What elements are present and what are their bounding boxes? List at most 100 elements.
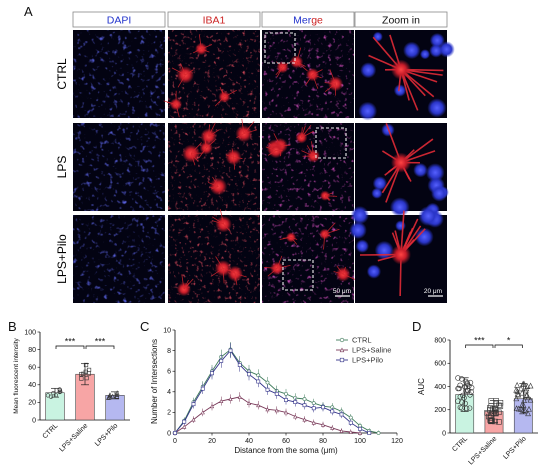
x-tick-label: 60	[282, 438, 290, 445]
microglia-process	[290, 236, 298, 240]
series-point	[173, 431, 177, 435]
series-point	[284, 398, 288, 402]
microglia-process	[301, 130, 314, 138]
y-tick-label: 2	[167, 410, 171, 417]
y-axis-title: Number of Intersections	[150, 339, 159, 424]
nucleus	[418, 206, 439, 226]
microglia-process	[336, 265, 344, 275]
series-point	[302, 403, 307, 408]
panel-letter-d: D	[412, 319, 421, 334]
nucleus	[393, 84, 407, 97]
nucleus	[431, 185, 448, 202]
column-header-box	[354, 11, 448, 28]
series-point	[348, 415, 353, 420]
nucleus	[429, 32, 445, 48]
y-tick-label: 80	[28, 347, 36, 354]
series-point	[191, 402, 196, 407]
data-point	[461, 395, 467, 401]
series-point	[293, 414, 298, 419]
data-point	[496, 419, 502, 425]
microglia-process	[193, 48, 202, 54]
data-point	[489, 418, 495, 424]
x-tick-label: 20	[208, 438, 216, 445]
series-point	[191, 417, 196, 422]
series-point	[367, 431, 372, 435]
y-tick-label: 8	[167, 348, 171, 355]
data-point	[525, 410, 531, 417]
microglia-process	[211, 267, 224, 277]
x-tick-label: 0	[173, 438, 177, 445]
row-label-0: CTRL	[55, 58, 69, 90]
data-point	[488, 403, 494, 409]
data-point	[459, 399, 465, 405]
series-point	[209, 403, 215, 409]
column-header-0: DAPI	[107, 15, 132, 27]
x-axis-title: Distance from the soma (μm)	[234, 446, 338, 455]
nucleus	[360, 62, 377, 79]
data-point	[455, 398, 461, 404]
legend-marker	[339, 337, 345, 343]
column-header-1: IBA1	[203, 15, 226, 27]
micrograph-r2-c3	[349, 205, 447, 303]
data-point	[462, 400, 468, 407]
panel-a-row-labels: CTRL LPS LPS+Pilo	[55, 58, 69, 284]
microglia-process	[208, 124, 210, 137]
significance-label: ***	[474, 336, 485, 346]
data-point	[525, 394, 531, 401]
microglia-process	[224, 89, 237, 98]
nucleus	[425, 163, 445, 182]
legend-label: LPS+Pilo	[352, 356, 383, 365]
legend-marker	[339, 347, 345, 353]
data-point	[57, 389, 62, 395]
zoom-cell-body	[391, 152, 411, 173]
data-point	[522, 407, 528, 414]
data-point	[106, 395, 111, 400]
legend-label: CTRL	[352, 336, 372, 345]
microglia-process	[342, 273, 356, 280]
series-point	[293, 400, 298, 405]
data-point	[514, 381, 521, 388]
microglia-process	[301, 150, 314, 157]
series-point	[237, 363, 242, 367]
data-point	[456, 385, 462, 392]
nucleus	[349, 221, 367, 239]
significance-bracket	[465, 344, 494, 348]
data-point	[514, 390, 521, 397]
micrograph-r0-c2	[262, 30, 354, 118]
nucleus	[389, 197, 410, 218]
microglia-process	[324, 83, 336, 92]
panel-letter-c: C	[140, 319, 149, 334]
series-point	[376, 431, 381, 435]
nucleus	[366, 264, 382, 279]
micrograph-r2-c1	[168, 208, 260, 303]
microglia-process	[183, 282, 190, 290]
series-point	[228, 396, 233, 401]
data-point	[490, 409, 496, 416]
microglia-process	[208, 122, 216, 137]
microglia-process	[296, 61, 301, 68]
zoom-region-box	[315, 127, 347, 159]
data-point	[493, 410, 499, 417]
microglia-process	[177, 74, 186, 88]
nucleus	[403, 41, 421, 60]
significance-label: ***	[95, 337, 106, 347]
micrograph-texture	[73, 215, 165, 303]
scale-bar-label: 20 μm	[424, 288, 442, 295]
series-point	[182, 419, 187, 424]
y-tick-label: 0	[32, 417, 36, 424]
data-point	[114, 394, 120, 399]
microglia-process	[215, 256, 224, 269]
data-point	[513, 395, 520, 402]
y-axis-title: Mean fluorescent intensity	[13, 337, 20, 413]
chart-b-mean-fluorescence: 0 20 40 60 80 100 Mean fluorescent intensity CT…	[13, 329, 130, 453]
panel-a-column-headers: DAPI IBA1 Merge Zoom in	[72, 11, 448, 28]
series-point	[265, 387, 270, 392]
microglia-process	[277, 264, 291, 269]
column-header-3: Zoom in	[382, 15, 420, 27]
series-point	[182, 424, 187, 429]
microglia-process	[323, 234, 326, 250]
micrograph-r2-c2	[262, 215, 356, 303]
y-tick-label: 60	[28, 365, 36, 372]
microglia-process	[222, 267, 236, 273]
